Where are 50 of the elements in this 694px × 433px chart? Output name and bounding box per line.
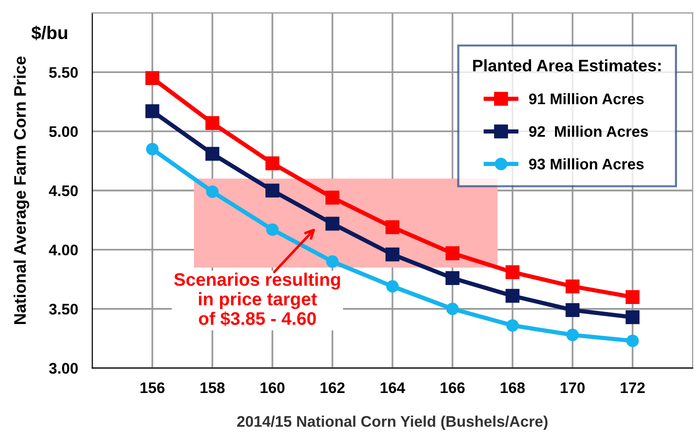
y-axis-title: National Average Farm Corn Price bbox=[14, 56, 30, 324]
point bbox=[446, 302, 459, 316]
point bbox=[386, 220, 400, 234]
x-tick-label: 162 bbox=[320, 382, 345, 394]
x-tick-label: 172 bbox=[620, 382, 645, 394]
legend-label: 91 Million Acres bbox=[529, 93, 644, 104]
point bbox=[386, 280, 399, 293]
point bbox=[265, 156, 280, 170]
point bbox=[325, 190, 340, 205]
x-tick-label: 166 bbox=[440, 382, 465, 394]
point bbox=[145, 71, 160, 86]
y-tick-label: 4.00 bbox=[48, 244, 78, 256]
point bbox=[205, 116, 220, 130]
point bbox=[326, 255, 339, 268]
x-tick-label: 160 bbox=[260, 382, 285, 394]
point bbox=[386, 247, 400, 262]
point bbox=[626, 334, 639, 348]
point bbox=[506, 288, 520, 303]
legend-label: 92 Million Acres bbox=[529, 126, 648, 137]
point bbox=[566, 328, 579, 342]
x-axis-title: 2014/15 National Corn Yield (Bushels/Acre) bbox=[237, 416, 548, 430]
point bbox=[566, 279, 580, 294]
x-tick-label: 170 bbox=[560, 382, 585, 394]
point bbox=[266, 223, 279, 236]
point bbox=[566, 303, 580, 317]
legend-label: 93 Million Acres bbox=[529, 158, 644, 170]
point bbox=[626, 310, 640, 324]
x-tick-label: 158 bbox=[200, 382, 225, 394]
point bbox=[506, 319, 519, 332]
point bbox=[325, 216, 340, 231]
y-tick-label: 5.50 bbox=[49, 67, 78, 78]
point bbox=[626, 290, 640, 304]
point bbox=[205, 146, 220, 161]
x-tick-label: 164 bbox=[380, 382, 406, 394]
y-tick-label: 3.00 bbox=[49, 362, 78, 374]
text: $/bu bbox=[31, 26, 68, 40]
legend-title: Planted Area Estimates: bbox=[473, 59, 661, 72]
y-tick-label: 3.50 bbox=[49, 304, 78, 315]
x-tick-label: 168 bbox=[500, 382, 525, 394]
point bbox=[265, 184, 280, 198]
point bbox=[446, 271, 460, 286]
point bbox=[446, 246, 460, 260]
point bbox=[146, 142, 159, 156]
annotation: Scenarios resulting in price target of $3.85 - 4.60 bbox=[174, 272, 340, 326]
point bbox=[506, 265, 520, 280]
point bbox=[145, 104, 160, 118]
x-tick-label: 156 bbox=[140, 382, 165, 394]
y-tick-label: 4.50 bbox=[48, 185, 78, 196]
point bbox=[206, 185, 219, 198]
y-tick-label: 5.00 bbox=[49, 126, 78, 138]
